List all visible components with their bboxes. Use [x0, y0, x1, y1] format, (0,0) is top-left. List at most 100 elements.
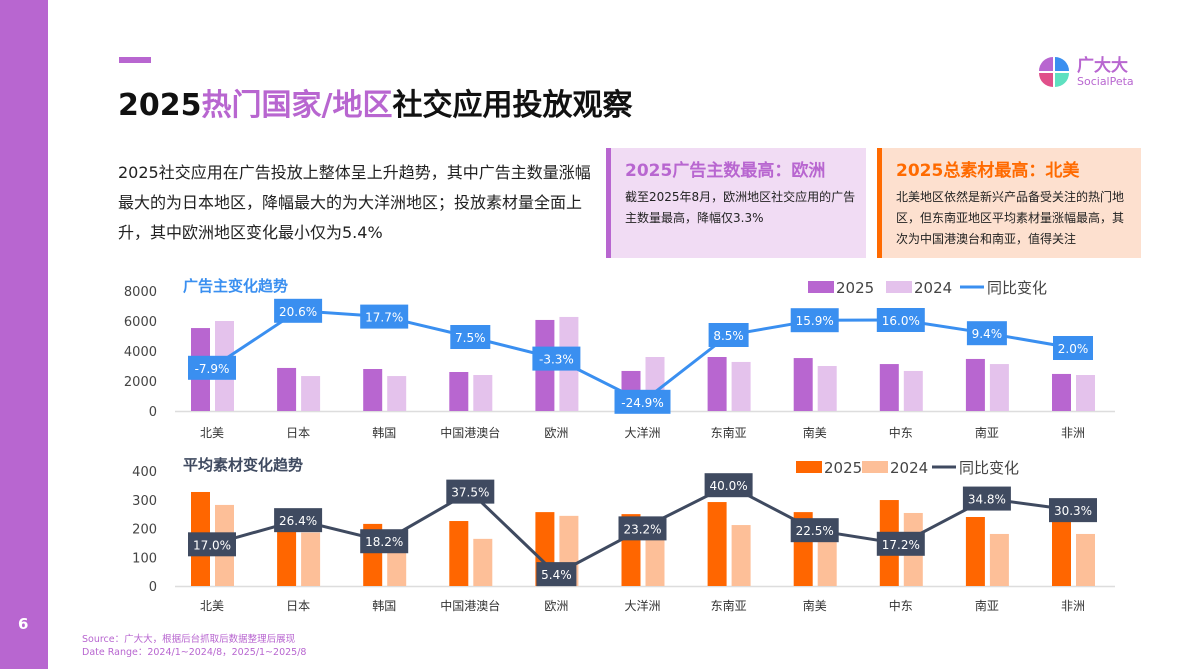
legend-label: 2024: [914, 279, 952, 297]
data-label-box: [790, 308, 839, 333]
bar-2024: [301, 532, 321, 586]
legend-label: 同比变化: [987, 279, 1047, 297]
legend-label: 2025: [836, 279, 874, 297]
bar-2024: [731, 361, 751, 411]
data-label-box: [966, 321, 1007, 346]
y-tick-label: 200: [132, 523, 157, 538]
data-label: -3.3%: [539, 353, 574, 367]
side-bar: [0, 0, 48, 669]
data-label: 5.4%: [541, 568, 572, 582]
box-text: 截至2025年8月，欧洲地区社交应用的广告主数量最高，降幅仅3.3%: [625, 190, 856, 225]
bar-2024: [387, 376, 407, 411]
data-label: 17.2%: [882, 538, 920, 552]
bar-2024: [473, 375, 493, 411]
bar-2025: [1052, 373, 1071, 411]
box-title: 2025总素材最高：北美: [896, 161, 1080, 181]
data-label-box: [274, 298, 323, 323]
x-tick-label: 中东: [889, 598, 913, 613]
data-label: 9.4%: [972, 327, 1003, 341]
x-tick-label: 北美: [200, 426, 224, 440]
bar-2024: [1076, 375, 1095, 411]
data-label-box: [188, 355, 236, 380]
x-tick-label: 中国港澳台: [440, 425, 500, 440]
data-label-box: [1049, 498, 1097, 523]
data-label: 15.9%: [796, 314, 834, 328]
x-tick-label: 日本: [286, 599, 310, 613]
data-label-box: [1053, 336, 1093, 360]
x-tick-label: 非洲: [1061, 426, 1085, 440]
data-label: 26.4%: [279, 514, 317, 528]
data-label-box: [876, 531, 925, 556]
bar-2024: [301, 376, 321, 411]
data-label: 22.5%: [796, 524, 834, 538]
y-tick-label: 400: [132, 465, 157, 480]
y-tick-label: 6000: [124, 315, 157, 330]
chart-title: 广告主变化趋势: [183, 277, 288, 295]
page-title: 2025热门国家/地区社交应用投放观察: [118, 80, 632, 124]
box-title: 2025广告主数最高：欧洲: [625, 161, 826, 181]
data-label-box: [614, 389, 671, 414]
bar-2025: [793, 358, 813, 411]
title-rest: 社交应用投放观察: [392, 88, 633, 123]
data-label-box: [360, 529, 409, 554]
bar-2025: [707, 357, 727, 411]
bar-2024: [473, 538, 493, 586]
bar-2025: [363, 369, 383, 411]
x-tick-label: 韩国: [372, 598, 396, 613]
data-label: 17.0%: [193, 538, 231, 552]
data-label: 30.3%: [1054, 504, 1092, 518]
x-tick-label: 大洋洲: [624, 598, 660, 613]
x-tick-label: 大洋洲: [624, 425, 660, 440]
data-label-box: [876, 308, 925, 332]
box-text: 北美地区依然是新兴产品备受关注的热门地区，但东南亚地区平均素材量涨幅最高，其次为…: [896, 190, 1125, 246]
y-tick-label: 0: [149, 405, 157, 420]
insight-box-advertisers: 2025广告主数最高：欧洲截至2025年8月，欧洲地区社交应用的广告主数量最高，…: [606, 148, 866, 258]
data-label: 18.2%: [365, 535, 403, 549]
data-label-box: [188, 532, 236, 557]
x-tick-label: 欧洲: [544, 426, 568, 440]
title-accent: [119, 57, 151, 63]
x-tick-label: 韩国: [372, 425, 396, 440]
legend-swatch: [862, 461, 888, 473]
data-label-box: [708, 323, 749, 347]
data-label-box: [790, 518, 839, 543]
bar-2024: [1076, 533, 1095, 586]
bar-2024: [645, 527, 665, 586]
legend-label: 2024: [890, 459, 928, 477]
x-tick-label: 南美: [803, 598, 827, 613]
data-label-box: [532, 346, 581, 371]
source-text: Source：广大大，根据后台抓取后数据整理后展现: [82, 634, 296, 645]
data-label-box: [704, 473, 753, 498]
data-label: 17.7%: [365, 311, 403, 325]
line-series: [211, 309, 1074, 404]
bar-2025: [277, 518, 297, 586]
y-tick-label: 100: [132, 551, 157, 566]
date-range-text: Date Range：2024/1~2024/8，2025/1~2025/8: [82, 647, 307, 658]
title-year: 2025: [118, 88, 202, 123]
y-tick-label: 4000: [124, 345, 157, 360]
data-label-box: [274, 508, 323, 533]
bar-2025: [449, 372, 469, 411]
bar-2024: [731, 525, 751, 586]
x-tick-label: 南美: [803, 425, 827, 440]
data-label: -24.9%: [621, 396, 663, 410]
data-label: 23.2%: [623, 522, 661, 536]
data-label: 34.8%: [968, 493, 1006, 507]
x-tick-label: 非洲: [1061, 599, 1085, 613]
x-tick-label: 日本: [286, 426, 310, 440]
data-label-box: [962, 486, 1011, 511]
bar-2024: [817, 366, 837, 411]
data-label-box: [450, 325, 491, 349]
bar-2025: [277, 367, 297, 411]
data-label: 37.5%: [451, 486, 489, 500]
x-tick-label: 欧洲: [544, 599, 568, 613]
y-tick-label: 0: [149, 580, 157, 595]
data-label-box: [536, 562, 577, 587]
x-tick-label: 北美: [200, 599, 224, 613]
data-label-box: [446, 479, 495, 504]
intro-text: 2025社交应用在广告投放上整体呈上升趋势，其中广告主数量涨幅最大的为日本地区，…: [118, 163, 591, 242]
y-tick-label: 8000: [124, 285, 157, 300]
bar-2025: [449, 521, 469, 586]
chart-title: 平均素材变化趋势: [183, 456, 303, 474]
